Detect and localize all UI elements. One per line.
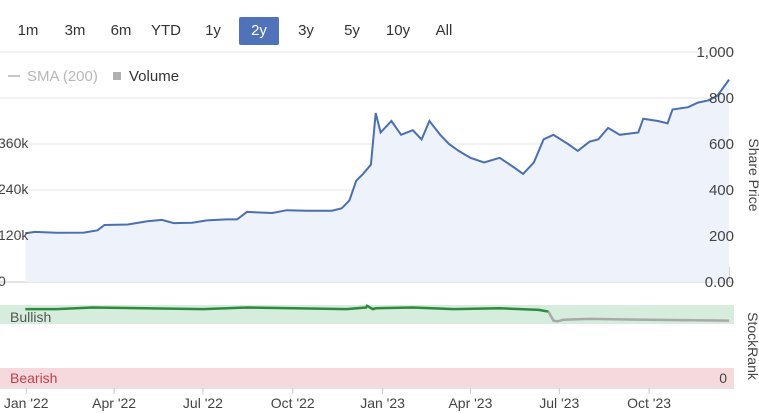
price-area-fill <box>25 79 730 282</box>
price-line <box>25 79 730 235</box>
range-selector: 1m 3m 6m YTD 1y 2y 3y 5y 10y All <box>0 17 480 45</box>
price-tick-label: 800 <box>709 90 734 107</box>
price-tick-label: 200 <box>709 228 734 245</box>
range-button-ytd[interactable]: YTD <box>151 22 181 39</box>
volume-tick-label: 120k <box>0 227 29 243</box>
date-tick-label: Jul '22 <box>183 395 223 411</box>
date-tick-label: Apr '22 <box>92 395 136 411</box>
stockrank-axis-label: StockRank <box>745 312 759 381</box>
date-tick-label: Jul '23 <box>539 395 579 411</box>
price-tick-label: 600 <box>709 136 734 153</box>
price-tick-label: 400 <box>709 182 734 199</box>
range-button-2y[interactable]: 2y <box>239 17 279 45</box>
volume-bar <box>728 266 730 282</box>
price-tick-label: 0.00 <box>705 274 734 291</box>
range-button-1m[interactable]: 1m <box>17 22 39 39</box>
volume-tick-label: 360k <box>0 135 29 151</box>
range-button-1y[interactable]: 1y <box>205 22 221 39</box>
range-button-3y[interactable]: 3y <box>298 22 314 39</box>
volume-tick-label: 0 <box>0 273 6 289</box>
stockrank-line-bullish <box>25 304 549 313</box>
range-button-10y[interactable]: 10y <box>385 22 411 39</box>
range-button-5y[interactable]: 5y <box>344 22 360 39</box>
date-tick-label: Jan '22 <box>4 395 49 411</box>
bearish-label: Bearish <box>10 370 57 386</box>
date-tick-label: Jan '23 <box>360 395 405 411</box>
price-axis-label: Share Price <box>746 138 759 211</box>
chart-legend[interactable]: SMA (200) Volume <box>8 68 179 85</box>
range-button-6m[interactable]: 6m <box>110 22 132 39</box>
bearish-band <box>0 368 734 387</box>
stockrank-line-neutral <box>547 311 730 323</box>
volume-legend-swatch <box>113 72 121 80</box>
price-axis-ticks: 0.00 200 400 600 800 1,000 <box>696 44 734 291</box>
sma-legend-label[interactable]: SMA (200) <box>27 68 98 85</box>
range-button-all[interactable]: All <box>435 22 453 39</box>
volume-tick-label: 240k <box>0 181 29 197</box>
date-axis-ticks: Jan '22 Apr '22 Jul '22 Oct '22 Jan '23 Apr '… <box>4 388 671 411</box>
stockrank-scale-min: 0 <box>719 370 727 386</box>
range-button-3m[interactable]: 3m <box>64 22 86 39</box>
price-tick-label: 1,000 <box>696 44 734 61</box>
volume-legend-label[interactable]: Volume <box>129 68 179 85</box>
date-tick-label: Apr '23 <box>448 395 492 411</box>
date-tick-label: Oct '22 <box>271 395 315 411</box>
volume-axis-ticks: 0 120k 240k 360k <box>0 135 29 289</box>
date-tick-label: Oct '23 <box>627 395 671 411</box>
bullish-label: Bullish <box>10 309 51 325</box>
